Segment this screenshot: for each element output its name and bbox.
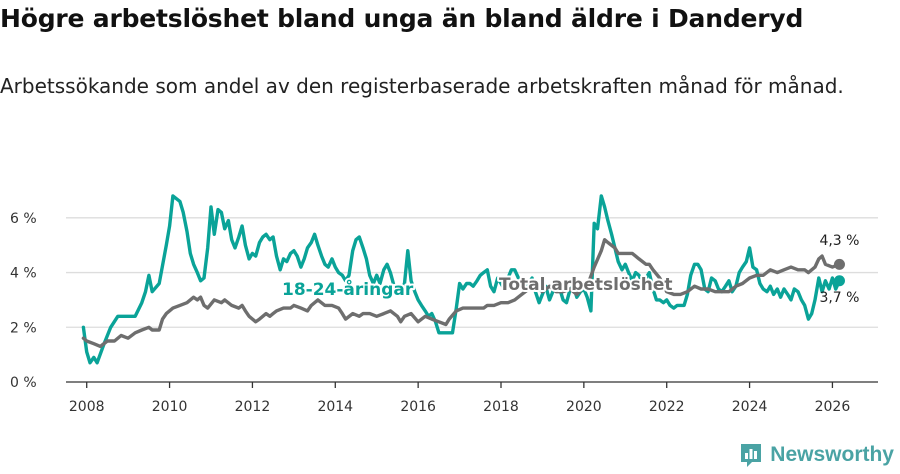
x-tick-label: 2020 (566, 399, 602, 415)
y-tick-label: 0 % (10, 375, 37, 391)
y-tick-label: 6 % (10, 211, 37, 227)
label-layer: 4,3 % 3,7 % 18-24-åringar Total arbetslöshe… (280, 233, 859, 306)
axis-layer: 0 % 2 % 4 % 6 % 2008 2010 2012 2014 2016 2018 2020… (10, 211, 878, 415)
x-tick-label: 2008 (69, 399, 105, 415)
grid-layer (66, 217, 878, 328)
x-tick-label: 2016 (400, 399, 436, 415)
y-tick-label: 4 % (10, 266, 37, 282)
series-label-total: Total arbetslöshet (499, 275, 673, 295)
chart-title: Högre arbetslöshet bland unga än bland ä… (0, 4, 804, 33)
end-point-youth (833, 275, 845, 287)
newsworthy-logo[interactable]: Newsworthy (739, 442, 894, 468)
x-tick-label: 2018 (483, 399, 519, 415)
x-tick-label: 2014 (317, 399, 353, 415)
end-label-youth: 3,7 % (819, 290, 859, 306)
y-tick-label: 2 % (10, 320, 37, 336)
series-line-total (81, 238, 842, 349)
x-tick-label: 2024 (732, 399, 768, 415)
x-tick-label: 2026 (815, 399, 851, 415)
end-label-total: 4,3 % (819, 233, 859, 249)
series-label-youth: 18-24-åringar (282, 278, 414, 300)
end-point-total (833, 258, 845, 270)
series-line-youth (81, 194, 842, 365)
series-layer (81, 194, 845, 365)
x-tick-label: 2012 (235, 399, 271, 415)
bar-chart-icon (741, 444, 762, 467)
x-tick-label: 2010 (152, 399, 188, 415)
x-tick-label: 2022 (649, 399, 685, 415)
chart-subtitle: Arbetssökande som andel av den registerb… (0, 74, 844, 98)
brand-name: Newsworthy (770, 443, 894, 466)
